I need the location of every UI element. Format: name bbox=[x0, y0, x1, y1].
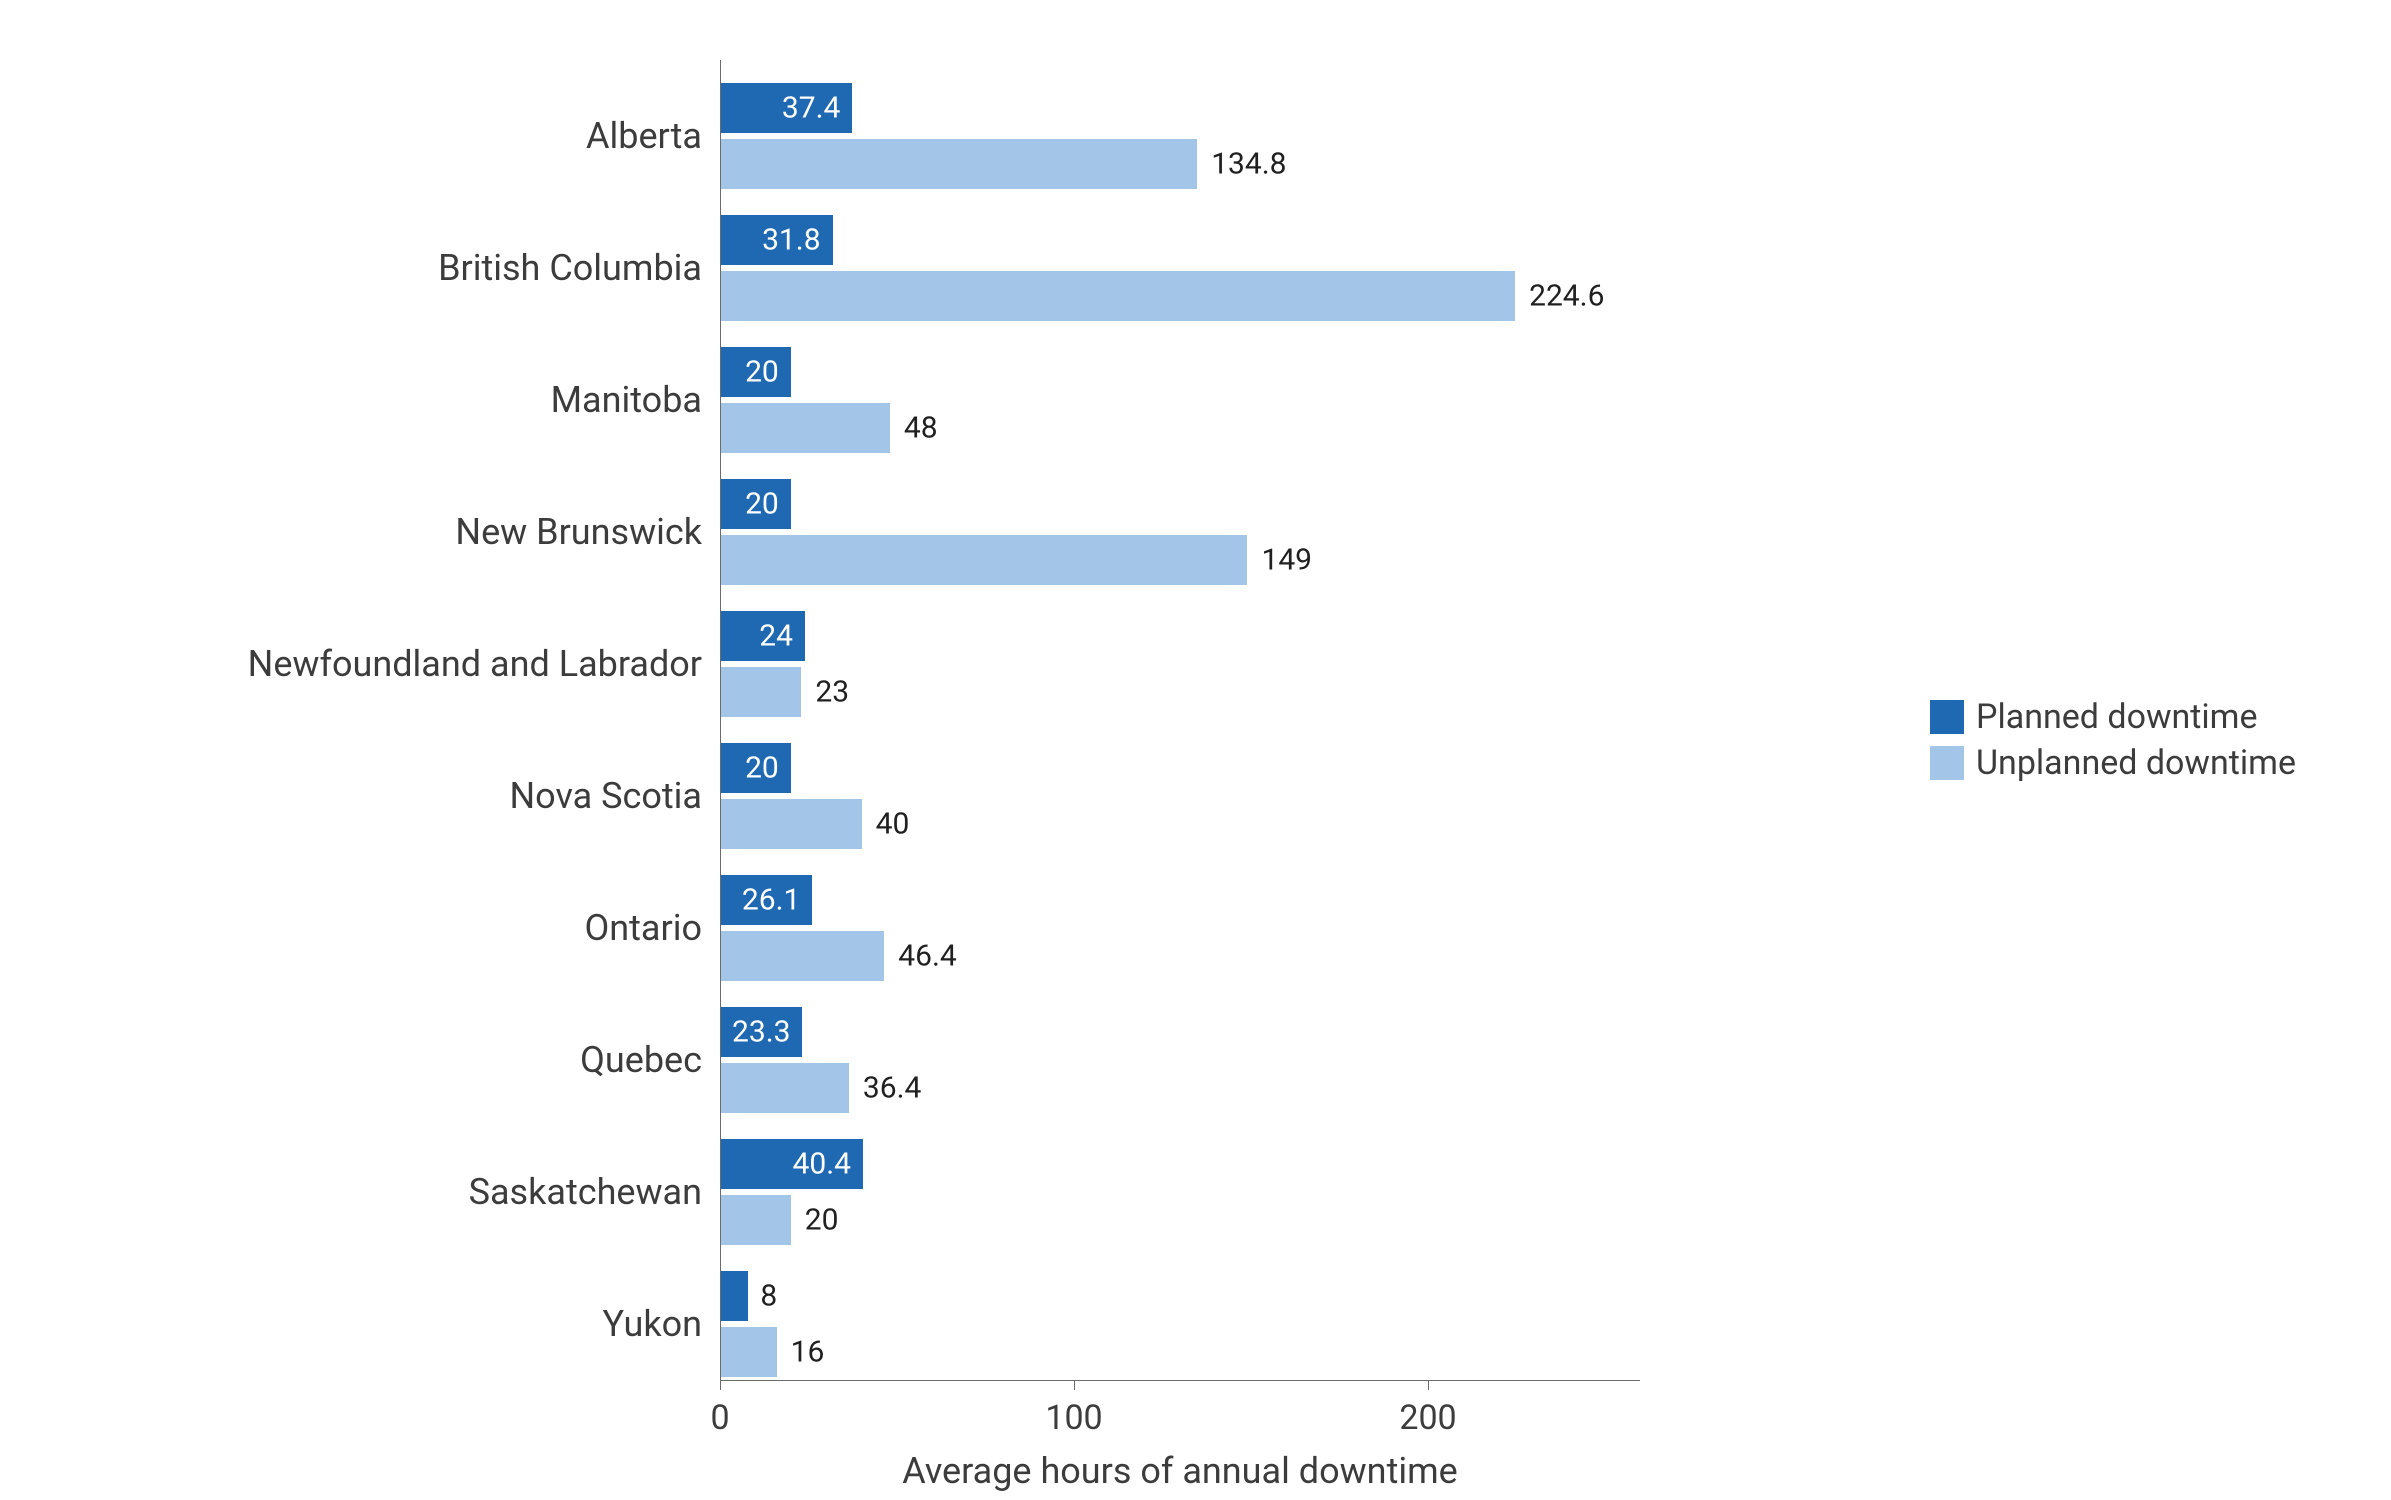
bar-value-unplanned: 134.8 bbox=[1211, 147, 1286, 182]
bar-value-unplanned: 20 bbox=[805, 1203, 839, 1238]
x-axis-line bbox=[720, 1380, 1640, 1381]
bar-value-unplanned: 36.4 bbox=[863, 1071, 922, 1106]
y-axis-label: British Columbia bbox=[438, 247, 702, 289]
y-axis-label: Newfoundland and Labrador bbox=[248, 643, 702, 685]
y-axis-line bbox=[720, 60, 721, 1380]
bar-value-planned: 31.8 bbox=[762, 223, 821, 258]
bar-value-planned: 20 bbox=[745, 355, 779, 390]
bar-value-planned: 37.4 bbox=[782, 91, 841, 126]
x-tick bbox=[1428, 1380, 1429, 1390]
legend-label: Unplanned downtime bbox=[1976, 743, 2296, 783]
y-axis-label: Nova Scotia bbox=[510, 775, 703, 817]
x-tick bbox=[1074, 1380, 1075, 1390]
bar-value-planned: 40.4 bbox=[793, 1147, 852, 1182]
y-axis-label: Saskatchewan bbox=[469, 1171, 702, 1213]
bar-value-planned: 26.1 bbox=[742, 883, 801, 918]
bar-value-planned: 20 bbox=[745, 487, 779, 522]
x-tick bbox=[720, 1380, 721, 1390]
x-axis-title: Average hours of annual downtime bbox=[902, 1450, 1458, 1492]
x-tick-label: 200 bbox=[1399, 1398, 1456, 1438]
bar-value-unplanned: 48 bbox=[904, 411, 938, 446]
bar-value-unplanned: 149 bbox=[1261, 543, 1312, 578]
bar-value-planned: 20 bbox=[745, 751, 779, 786]
bar-value-unplanned: 40 bbox=[876, 807, 910, 842]
bar-unplanned bbox=[720, 931, 884, 981]
y-axis-label: Alberta bbox=[586, 115, 702, 157]
bar-unplanned bbox=[720, 667, 801, 717]
bar-value-planned: 24 bbox=[759, 619, 793, 654]
bar-value-unplanned: 46.4 bbox=[898, 939, 957, 974]
x-tick-label: 0 bbox=[710, 1398, 729, 1438]
legend-label: Planned downtime bbox=[1976, 697, 2258, 737]
bar-unplanned bbox=[720, 139, 1197, 189]
bar-unplanned bbox=[720, 799, 862, 849]
bar-value-unplanned: 16 bbox=[791, 1335, 825, 1370]
bar-value-unplanned: 23 bbox=[815, 675, 849, 710]
y-axis-label: Ontario bbox=[585, 907, 703, 949]
bar-unplanned bbox=[720, 535, 1247, 585]
bar-unplanned bbox=[720, 1063, 849, 1113]
y-axis-label: Yukon bbox=[603, 1303, 702, 1345]
bar-value-planned: 23.3 bbox=[732, 1015, 791, 1050]
legend-swatch bbox=[1930, 700, 1964, 734]
y-axis-label: Quebec bbox=[580, 1039, 702, 1081]
bar-unplanned bbox=[720, 403, 890, 453]
y-axis-label: New Brunswick bbox=[455, 511, 702, 553]
bar-value-unplanned: 224.6 bbox=[1529, 279, 1604, 314]
bar-planned bbox=[720, 1271, 748, 1321]
bar-value-planned: 8 bbox=[760, 1279, 777, 1314]
bar-unplanned bbox=[720, 1195, 791, 1245]
bar-unplanned bbox=[720, 1327, 777, 1377]
legend-swatch bbox=[1930, 746, 1964, 780]
x-tick-label: 100 bbox=[1045, 1398, 1102, 1438]
downtime-bar-chart: Alberta British Columbia Manitoba New Bruns… bbox=[0, 0, 2391, 1500]
bar-unplanned bbox=[720, 271, 1515, 321]
y-axis-label: Manitoba bbox=[551, 379, 702, 421]
